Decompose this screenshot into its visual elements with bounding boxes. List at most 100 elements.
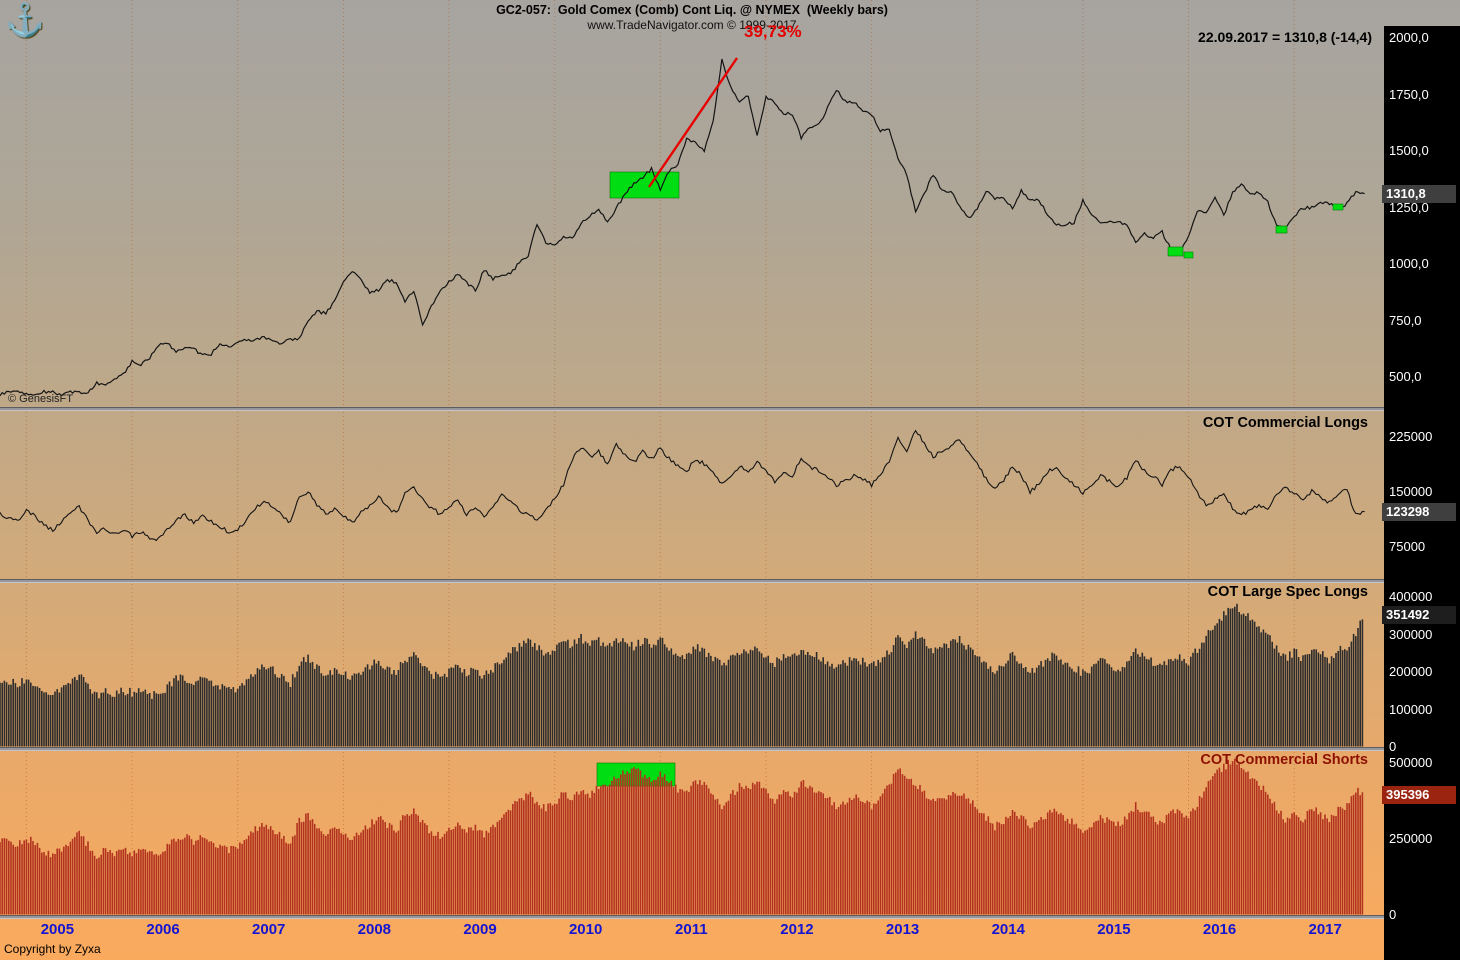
cot-commercial-shorts-bar [406, 814, 408, 915]
price-axis-strip[interactable]: 2000,0 1750,0 1500,0 1250,0 1000,0 750,0 500,0… [1382, 26, 1460, 960]
cot-commercial-shorts-bar [569, 799, 571, 915]
cot-large-spec-longs-bar [842, 660, 844, 747]
cot-commercial-shorts-bar [1022, 816, 1025, 915]
cot-commercial-shorts-bar [437, 831, 439, 915]
cot-commercial-shorts-bar [1181, 813, 1183, 915]
cot-large-spec-longs-bar [826, 661, 829, 747]
cot-commercial-shorts-bar [415, 814, 417, 915]
cot-large-spec-longs-bar [67, 683, 69, 747]
cot-commercial-shorts-bar [602, 784, 604, 915]
cot-commercial-shorts-bar [1148, 811, 1150, 915]
cot-commercial-shorts-bar [1159, 820, 1161, 915]
cot-commercial-shorts-bar [540, 808, 543, 915]
cot-large-spec-longs-bar [1201, 642, 1203, 747]
cot-large-spec-longs-bar [1278, 652, 1280, 747]
cot-large-spec-longs-bar [1128, 660, 1130, 747]
cot-commercial-shorts-bar [1016, 816, 1018, 915]
cot-large-spec-longs-bar [1009, 653, 1012, 747]
panel-separator[interactable] [0, 579, 1384, 583]
cot-large-spec-longs-bar [487, 673, 490, 747]
cot-commercial-shorts-bar [355, 832, 358, 915]
cot-large-spec-longs-bar [551, 650, 554, 747]
cot-commercial-shorts-bar [166, 843, 169, 915]
cot-large-spec-longs-bar [93, 691, 96, 747]
cot-commercial-shorts-bar [349, 840, 351, 915]
cot-commercial-shorts-bar [802, 780, 805, 915]
cot-large-spec-longs-bar [569, 648, 571, 747]
cot-commercial-shorts-bar [734, 795, 736, 915]
cot-commercial-shorts-bar [1088, 827, 1091, 915]
cot-large-spec-longs-bar [969, 647, 972, 747]
cot-commercial-shorts-bar [725, 802, 728, 915]
cot-commercial-shorts-bar [589, 797, 591, 915]
cot-commercial-shorts-bar [723, 805, 725, 915]
cot-large-spec-longs-bar [606, 645, 609, 747]
cot-commercial-shorts-bar [906, 778, 908, 915]
cot-large-spec-longs-bar [408, 656, 411, 747]
cot-commercial-shorts-bar [1090, 827, 1093, 915]
cot-large-spec-longs-bar [1192, 652, 1194, 747]
cot-large-spec-longs-bar [76, 680, 78, 747]
cot-large-spec-longs-bar [921, 637, 923, 747]
cot-large-spec-longs-bar [637, 639, 640, 747]
cot-large-spec-longs-bar [549, 654, 552, 747]
cot-large-spec-longs-bar [338, 673, 340, 747]
cot-large-spec-longs-bar [56, 689, 58, 747]
cot-commercial-shorts-bar [1337, 806, 1339, 915]
cot-commercial-shorts-bar [1260, 790, 1262, 915]
cot-commercial-shorts-bar [503, 814, 505, 915]
cot-large-spec-longs-bar [1051, 652, 1053, 747]
cot-large-spec-longs-bar [1205, 635, 1207, 747]
cot-large-spec-longs-bar [1152, 665, 1155, 747]
cot-large-spec-longs-bar [980, 662, 983, 747]
cot-commercial-shorts-bar [1172, 809, 1174, 915]
panel-separator[interactable] [0, 407, 1384, 411]
cot-commercial-shorts-bar [659, 771, 662, 915]
cot-large-spec-longs-bar [707, 652, 710, 747]
cot-commercial-shorts-bar [688, 791, 690, 915]
cot-large-spec-longs-bar [252, 676, 254, 747]
cot-commercial-shorts-bar [978, 812, 981, 915]
cot-commercial-shorts-bar [525, 793, 527, 915]
cot-large-spec-longs-bar [430, 674, 433, 747]
cot-large-spec-longs-bar [727, 659, 730, 747]
cot-large-spec-longs-bar [1198, 648, 1201, 747]
y-axis-tick-label: 200000 [1389, 664, 1433, 679]
cot-large-spec-longs-bar [1273, 648, 1276, 747]
cot-large-spec-longs-bar [1143, 656, 1146, 747]
panel-separator[interactable] [0, 915, 1384, 919]
cot-large-spec-longs-bar [769, 662, 772, 747]
cot-commercial-shorts-bar [859, 801, 862, 915]
cot-commercial-shorts-bar [718, 804, 721, 915]
cot-large-spec-longs-bar [567, 639, 569, 747]
cot-large-spec-longs-bar [917, 639, 919, 747]
cot-commercial-shorts-bar [74, 836, 76, 915]
cot-large-spec-longs-bar [439, 676, 441, 747]
cot-large-spec-longs-bar [395, 674, 397, 747]
cot-large-spec-longs-bar [232, 687, 235, 747]
cot-commercial-shorts-bar [1229, 764, 1232, 915]
cot-commercial-shorts-bar [89, 850, 91, 915]
cot-large-spec-longs-bar [1139, 656, 1141, 747]
cot-large-spec-longs-bar [470, 667, 472, 747]
cot-large-spec-longs-bar [36, 686, 39, 747]
chart-canvas[interactable] [0, 0, 1384, 960]
cot-commercial-shorts-bar [1143, 811, 1146, 915]
cot-large-spec-longs-bar [886, 650, 888, 747]
cot-commercial-shorts-bar [1165, 815, 1168, 915]
cot-large-spec-longs-bar [857, 661, 860, 747]
cot-commercial-shorts-bar [774, 803, 776, 915]
cot-large-spec-longs-bar [243, 685, 246, 747]
cot-commercial-shorts-bar [1097, 820, 1100, 915]
cot-large-spec-longs-bar [622, 638, 624, 747]
cot-commercial-shorts-bar [1361, 792, 1364, 915]
trendline-annotation[interactable] [648, 57, 738, 188]
cot-large-spec-longs-bar [490, 670, 492, 747]
green-highlight-mark [1332, 203, 1344, 211]
panel-separator[interactable] [0, 747, 1384, 751]
cot-commercial-shorts-bar [459, 825, 461, 915]
cot-commercial-shorts-bar [1051, 812, 1053, 915]
y-axis-tick-label: 300000 [1389, 626, 1433, 642]
cot-commercial-shorts-bar [617, 778, 620, 915]
cot-commercial-shorts-bar [740, 786, 743, 915]
